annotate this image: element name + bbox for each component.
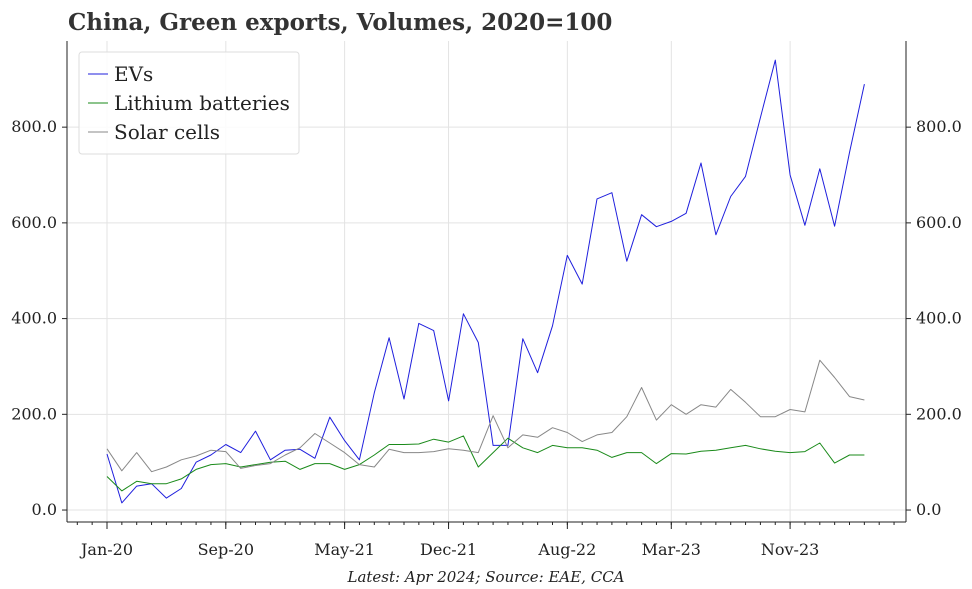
y-tick-label-right: 800.0	[916, 117, 962, 136]
x-tick-label: May-21	[314, 540, 375, 559]
y-tick-label-right: 400.0	[916, 309, 962, 328]
x-tick-label: Sep-20	[198, 540, 254, 559]
y-tick-label-left: 0.0	[32, 500, 57, 519]
x-tick-label: Jan-20	[79, 540, 133, 559]
x-tick-label: Mar-23	[642, 540, 701, 559]
y-tick-label-left: 400.0	[11, 309, 57, 328]
series-lines	[106, 59, 865, 504]
legend-label: Solar cells	[114, 120, 220, 144]
legend-label: EVs	[114, 62, 153, 86]
x-tick-label: Aug-22	[537, 540, 596, 559]
axes: 0.0 0.0 200.0 200.0 400.0 400.0 600.0 600.0 800.…	[11, 41, 962, 559]
chart-caption: Latest: Apr 2024; Source: EAE, CCA	[346, 568, 624, 586]
y-tick-label-left: 800.0	[11, 117, 57, 136]
legend-label: Lithium batteries	[114, 91, 290, 115]
x-tick-label: Dec-21	[420, 540, 477, 559]
chart-title: China, Green exports, Volumes, 2020=100	[68, 9, 612, 36]
legend-box	[78, 51, 300, 155]
series-line-lithium-batteries	[106, 435, 865, 492]
y-tick-label-left: 200.0	[11, 404, 57, 423]
series-line-evs	[106, 59, 865, 504]
legend: EVs Lithium batteries Solar cells	[78, 51, 300, 155]
y-tick-label-right: 0.0	[916, 500, 941, 519]
x-tick-label: Nov-23	[761, 540, 819, 559]
series-line-solar-cells	[106, 359, 865, 473]
y-tick-label-right: 200.0	[916, 404, 962, 423]
y-tick-label-right: 600.0	[916, 213, 962, 232]
y-tick-label-left: 600.0	[11, 213, 57, 232]
